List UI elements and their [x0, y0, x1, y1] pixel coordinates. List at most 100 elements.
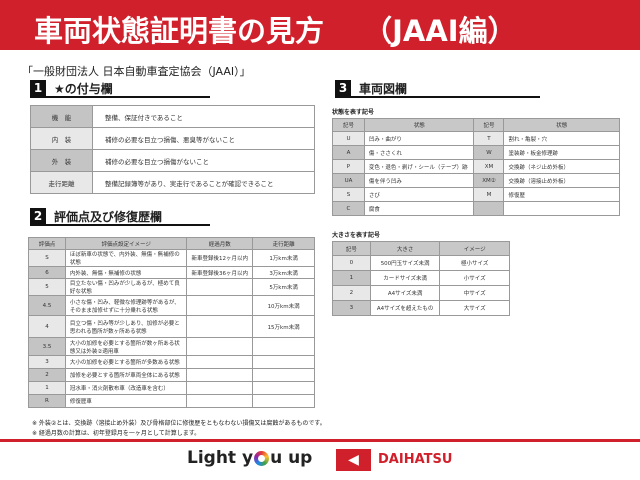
grade: 3.5: [28, 337, 66, 356]
table-row: A 傷・ささくれ W 塗装跡・板金修理跡: [332, 145, 620, 160]
section-number: 2: [30, 208, 46, 224]
months: [186, 355, 254, 369]
row-label: 内 装: [30, 127, 93, 150]
state: [503, 201, 620, 216]
row-text: 補修の必要な目立つ損傷がないこと: [92, 149, 315, 172]
table-row: 内 装補修の必要な目立つ損傷、悪臭等がないこと: [30, 127, 315, 150]
description: 内外装、無傷・無補修の状態: [64, 266, 188, 279]
symbol: 3: [332, 300, 371, 316]
symbol: S: [332, 187, 365, 202]
symbol: 2: [332, 285, 371, 301]
description: 冠水車・消火剤散布車（改造車を含む）: [64, 381, 188, 395]
months: [186, 368, 254, 382]
months: [186, 315, 254, 338]
row-text: 整備記録簿等があり、実走行であることが確認できること: [92, 171, 315, 194]
section-number: 3: [335, 80, 351, 96]
daihatsu-mark-icon: ◀: [336, 449, 371, 471]
subtitle: 「一般財団法人 日本自動車査定協会（JAAI）」: [22, 65, 251, 78]
symbol: XM: [473, 159, 505, 174]
symbol: C: [332, 201, 365, 216]
symbol: [473, 201, 505, 216]
state: さび: [363, 187, 475, 202]
column-header: 状態: [503, 118, 620, 132]
row-label: 機 能: [30, 105, 93, 128]
state: 傷を伴う凹み: [363, 173, 475, 188]
table-row: 3.5 大小の加修を必要とする箇所が数ヶ所ある状態又は外装②適用車: [28, 337, 315, 356]
state: 割れ・亀裂・穴: [503, 131, 620, 146]
column-header: 評価点設定イメージ: [64, 237, 188, 250]
column-header: イメージ: [439, 241, 510, 256]
image: 大サイズ: [439, 300, 510, 316]
table-row: 3 大小の加修を必要とする箇所が多数ある状態: [28, 355, 315, 369]
grade: 3: [28, 355, 66, 369]
table-row: 記号 大きさ イメージ: [332, 241, 510, 256]
table-row: 1 冠水車・消火剤散布車（改造車を含む）: [28, 381, 315, 395]
section-title: 車両図欄: [359, 81, 408, 96]
image: 中サイズ: [439, 285, 510, 301]
slogan-text: Light y: [187, 448, 254, 468]
state-table: 記号 状態 記号 状態 U 凹み・曲がり T 割れ・亀裂・穴 A 傷・ささくれ W 塗装跡・板金修理跡…: [332, 118, 620, 216]
description: 修復歴車: [64, 394, 188, 408]
state: 傷・ささくれ: [363, 145, 475, 160]
mileage: 1万km未満: [252, 249, 315, 267]
column-header: 大きさ: [369, 241, 441, 256]
state: 凹み・曲がり: [363, 131, 475, 146]
grade: S: [28, 249, 66, 267]
section-number: 1: [30, 80, 46, 96]
symbol: U: [332, 131, 365, 146]
months: [186, 278, 254, 296]
grade: 4: [28, 315, 66, 338]
size: 500円玉サイズ未満: [369, 255, 441, 271]
symbol: P: [332, 159, 365, 174]
grade: 4.5: [28, 295, 66, 316]
section-title: 評価点及び修復歴欄: [54, 209, 163, 224]
row-text: 整備、保証付きであること: [92, 105, 315, 128]
note-1: ※ 外装②とは、交換跡（溶接止め外装）及び骨格部位に修復歴をともなわない損傷又は…: [32, 420, 326, 427]
row-label: 走行距離: [30, 171, 93, 194]
months: [186, 394, 254, 408]
column-header: 経過月数: [186, 237, 254, 250]
state: 交換跡（溶接止め外板）: [503, 173, 620, 188]
symbol: 1: [332, 270, 371, 286]
symbol: XM②: [473, 173, 505, 188]
mileage: 5万km未満: [252, 278, 315, 296]
state-label: 状態を表す記号: [332, 109, 375, 116]
state: 修復歴: [503, 187, 620, 202]
grade: 6: [28, 266, 66, 279]
note-2: ※ 経過月数の計算は、初年登録月を一ヶ月として計算します。: [32, 430, 201, 437]
grade: 1: [28, 381, 66, 395]
light-you-up-logo: Light y u up: [187, 448, 312, 468]
table-row: 2 加修を必要とする箇所が車両全体にある状態: [28, 368, 315, 382]
table-row: 走行距離 整備記録簿等があり、実走行であることが確認できること: [30, 171, 315, 194]
divider: [0, 439, 640, 442]
months: [186, 381, 254, 395]
star-table: 機 能整備、保証付きであること内 装補修の必要な目立つ損傷、悪臭等がないこと外 …: [30, 105, 315, 194]
months: 新車登録後36ヶ月以内: [186, 266, 254, 279]
column-header: 走行距離: [252, 237, 315, 250]
table-row: S さび M 修復歴: [332, 187, 620, 202]
table-row: 5 目立たない傷・凹みが少しあるが、極めて良好な状態 5万km未満: [28, 278, 315, 296]
mileage: [252, 368, 315, 382]
table-row: U 凹み・曲がり T 割れ・亀裂・穴: [332, 131, 620, 146]
table-row: S ほぼ新車の状態で、内外装、無傷・無補修の状態 新車登録後12ヶ月以内 1万km未満: [28, 249, 315, 267]
state: 交換跡（ネジ止め外板）: [503, 159, 620, 174]
table-row: 外 装補修の必要な目立つ損傷がないこと: [30, 149, 315, 172]
size: A4サイズを超えたもの: [369, 300, 441, 316]
mileage: [252, 394, 315, 408]
description: ほぼ新車の状態で、内外装、無傷・無補修の状態: [64, 249, 188, 267]
column-header: 記号: [332, 241, 371, 256]
size: A4サイズ未満: [369, 285, 441, 301]
section1-heading: 1 ★の付与欄: [30, 80, 210, 98]
symbol: W: [473, 145, 505, 160]
months: 新車登録後12ヶ月以内: [186, 249, 254, 267]
table-row: UA 傷を伴う凹み XM② 交換跡（溶接止め外板）: [332, 173, 620, 188]
ring-icon: [254, 450, 270, 466]
description: 目立つ傷・凹み等が少しあり、加修が必要と思われる箇所が数ヶ所ある状態: [64, 315, 188, 338]
size-label: 大きさを表す記号: [332, 232, 381, 239]
mileage: [252, 355, 315, 369]
size: カードサイズ未満: [369, 270, 441, 286]
description: 加修を必要とする箇所が車両全体にある状態: [64, 368, 188, 382]
months: [186, 295, 254, 316]
section-title: ★の付与欄: [54, 81, 113, 96]
table-row: 3 A4サイズを超えたもの 大サイズ: [332, 300, 510, 316]
